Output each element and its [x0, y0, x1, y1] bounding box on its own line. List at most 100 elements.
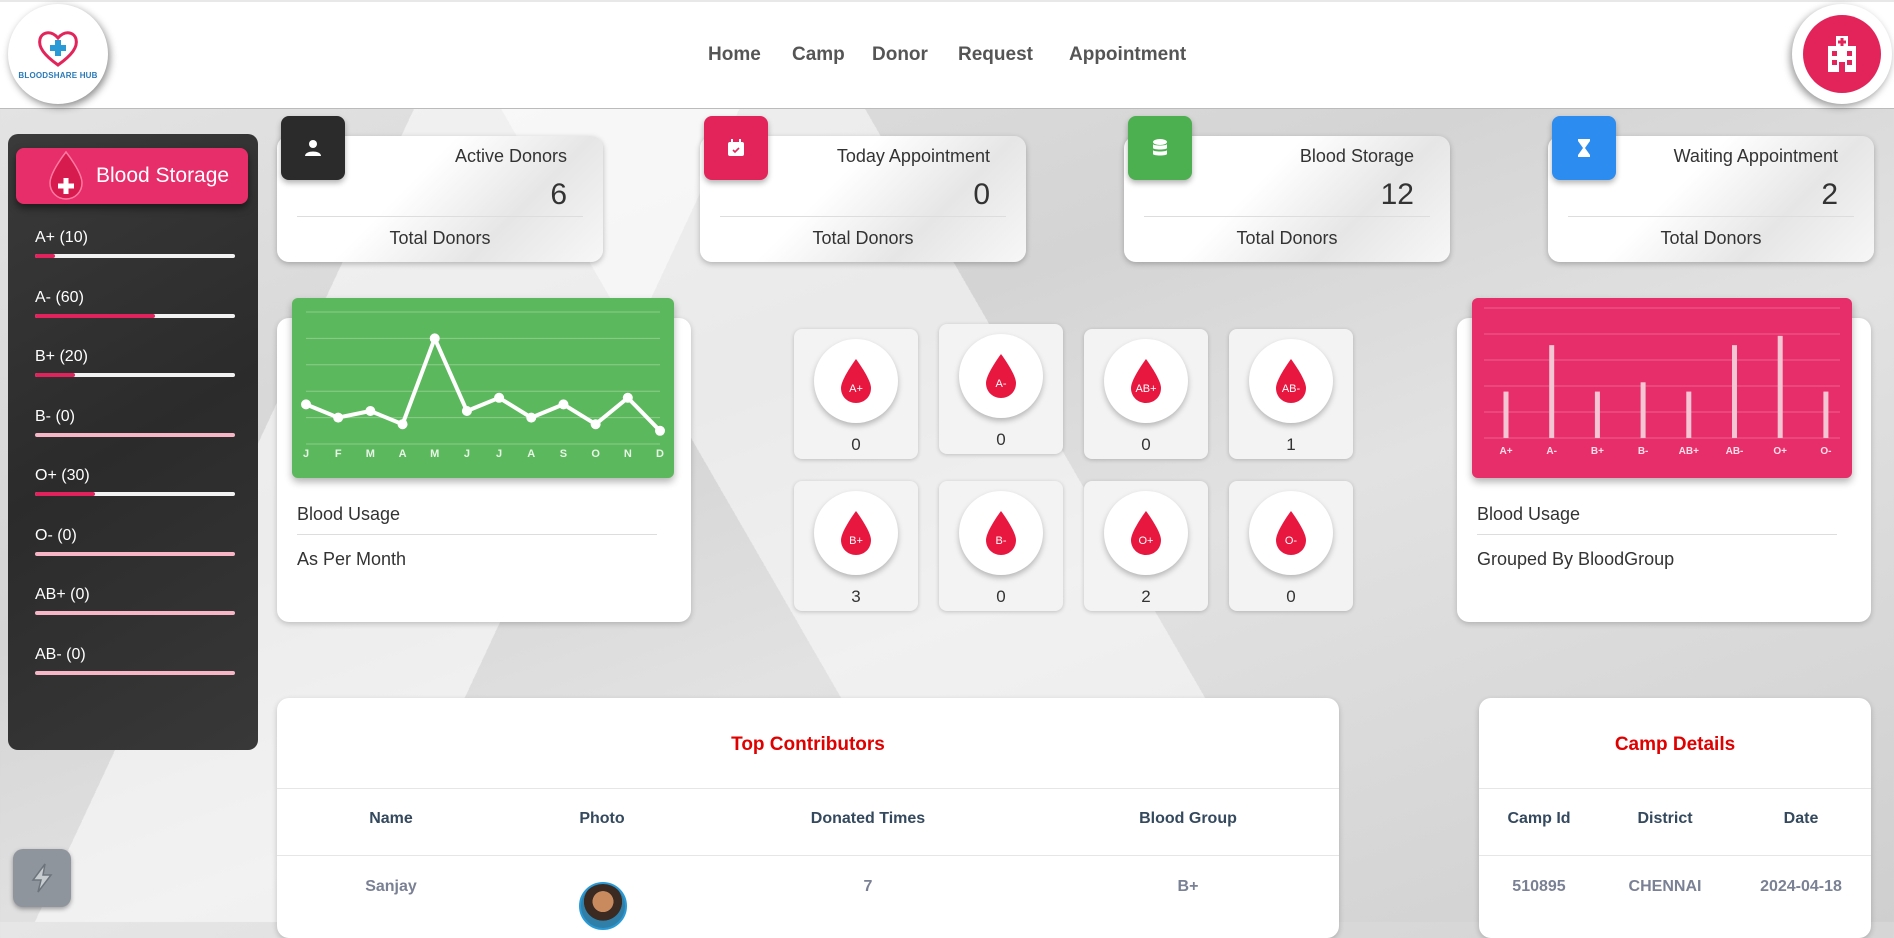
data-point[interactable] — [558, 399, 569, 410]
x-tick-label: D — [656, 448, 664, 460]
storage-item: AB- (0) — [35, 645, 245, 675]
data-point[interactable] — [429, 333, 440, 344]
database-icon — [1153, 139, 1167, 156]
nav-home[interactable]: Home — [708, 44, 761, 65]
cell-date: 2024-04-18 — [1760, 878, 1842, 895]
hospital-profile-button[interactable] — [1792, 4, 1892, 104]
blood-drop-icon: AB+ — [1131, 359, 1161, 403]
blood-storage-card[interactable]: Blood Storage 12 Total Donors — [1124, 116, 1450, 262]
stat-value: 0 — [973, 178, 990, 211]
stat-title: Today Appointment — [836, 146, 990, 166]
blood-group-card[interactable]: AB- 1 — [1229, 329, 1353, 459]
storage-level-bar — [35, 492, 235, 496]
divider — [1479, 788, 1871, 789]
blood-group-count: 0 — [1141, 435, 1151, 454]
bar[interactable] — [1640, 382, 1646, 438]
bar[interactable] — [1594, 391, 1600, 438]
cell-camp-id: 510895 — [1512, 878, 1566, 895]
stat-title: Active Donors — [454, 146, 567, 166]
bar[interactable] — [1549, 345, 1555, 438]
divider — [720, 216, 1006, 217]
blood-group-label: B- — [996, 535, 1007, 547]
floating-action-button[interactable] — [13, 849, 71, 907]
user-icon — [305, 140, 321, 156]
data-point[interactable] — [622, 392, 633, 403]
storage-item-label: AB- (0) — [35, 645, 86, 663]
storage-item: O+ (30) — [35, 467, 245, 496]
x-tick-label: O+ — [1773, 446, 1787, 457]
bar[interactable] — [1503, 391, 1509, 438]
usage-group-panel: A+ A- B+ B- AB+ AB- O+ O- Blood Usage Grouped B… — [1457, 298, 1871, 622]
storage-level-bar — [35, 611, 235, 615]
blood-group-card[interactable]: A+ 0 — [794, 329, 918, 459]
storage-item: AB+ (0) — [35, 586, 245, 615]
today-appointment-card[interactable]: Today Appointment 0 Total Donors — [700, 116, 1026, 262]
blood-group-count: 0 — [996, 430, 1006, 449]
nav-appointment[interactable]: Appointment — [1069, 44, 1187, 65]
nav-camp[interactable]: Camp — [792, 44, 845, 65]
col-header-donated[interactable]: Donated Times — [810, 810, 926, 827]
col-header-district[interactable]: District — [1637, 810, 1693, 827]
bar[interactable] — [1777, 335, 1783, 438]
stat-icon-box — [281, 116, 345, 180]
bar[interactable] — [1732, 345, 1737, 438]
nav-request[interactable]: Request — [958, 44, 1033, 65]
data-point[interactable] — [397, 419, 408, 430]
storage-level-bar — [35, 670, 235, 675]
storage-item-label: B+ (20) — [35, 348, 88, 365]
storage-item: B+ (20) — [35, 348, 245, 377]
blood-group-count: 1 — [1286, 435, 1296, 454]
col-header-photo[interactable]: Photo — [579, 810, 625, 827]
hospital-icon — [1828, 36, 1856, 72]
divider — [277, 788, 1339, 789]
stat-value: 12 — [1380, 178, 1414, 211]
x-tick-label: B+ — [1591, 446, 1604, 457]
x-tick-label: O- — [1820, 446, 1831, 457]
x-tick-label: A+ — [1499, 446, 1512, 457]
x-tick-label: S — [560, 448, 567, 460]
data-point[interactable] — [365, 406, 376, 416]
col-header-camp-id[interactable]: Camp Id — [1507, 810, 1571, 827]
stat-footer: Total Donors — [389, 228, 491, 248]
data-point[interactable] — [333, 412, 344, 423]
bar[interactable] — [1686, 391, 1692, 438]
active-donors-card[interactable]: Active Donors 6 Total Donors — [277, 116, 603, 262]
data-point[interactable] — [655, 425, 665, 436]
storage-item-label: O+ (30) — [35, 467, 90, 484]
blood-group-card[interactable]: B+ 3 — [794, 481, 918, 611]
usage-month-panel: J F M A M J J A S O N D Blood Usage As Per Month — [277, 298, 691, 622]
bar[interactable] — [1823, 391, 1829, 438]
blood-drop-icon: O- — [1276, 511, 1306, 555]
blood-group-card[interactable]: B- 0 — [939, 481, 1063, 611]
nav-donor[interactable]: Donor — [872, 44, 928, 65]
blood-group-card[interactable]: AB+ 0 — [1084, 329, 1208, 459]
col-header-date[interactable]: Date — [1783, 810, 1819, 827]
col-header-blood-group[interactable]: Blood Group — [1139, 810, 1237, 827]
waiting-appointment-card[interactable]: Waiting Appointment 2 Total Donors — [1548, 116, 1874, 262]
cell-blood-group: B+ — [1177, 878, 1199, 895]
data-point[interactable] — [590, 419, 601, 430]
storage-level-bar — [35, 254, 235, 258]
data-point[interactable] — [301, 399, 311, 410]
stat-value: 2 — [1821, 178, 1838, 211]
blood-group-card[interactable]: O- 0 — [1229, 481, 1353, 611]
group-usage-chart: A+ A- B+ B- AB+ AB- O+ O- — [1472, 298, 1852, 478]
blood-group-label: A+ — [849, 383, 863, 395]
data-point[interactable] — [461, 406, 472, 416]
divider — [1477, 534, 1837, 535]
brand-logo[interactable]: BLOODSHARE HUB — [8, 4, 108, 104]
x-tick-label: M — [430, 448, 439, 460]
x-tick-label: A- — [1546, 446, 1557, 457]
col-header-name[interactable]: Name — [369, 810, 413, 827]
data-point[interactable] — [494, 392, 505, 403]
blood-group-count: 0 — [851, 435, 861, 454]
storage-item: A+ (10) — [35, 229, 245, 258]
storage-item: A- (60) — [35, 289, 245, 318]
blood-storage-header[interactable]: Blood Storage — [16, 148, 248, 204]
blood-group-card[interactable]: O+ 2 — [1084, 481, 1208, 611]
x-tick-label: AB- — [1726, 446, 1744, 457]
blood-group-card[interactable]: A- 0 — [939, 324, 1063, 454]
storage-item-label: A+ (10) — [35, 229, 88, 246]
data-point[interactable] — [526, 412, 537, 423]
